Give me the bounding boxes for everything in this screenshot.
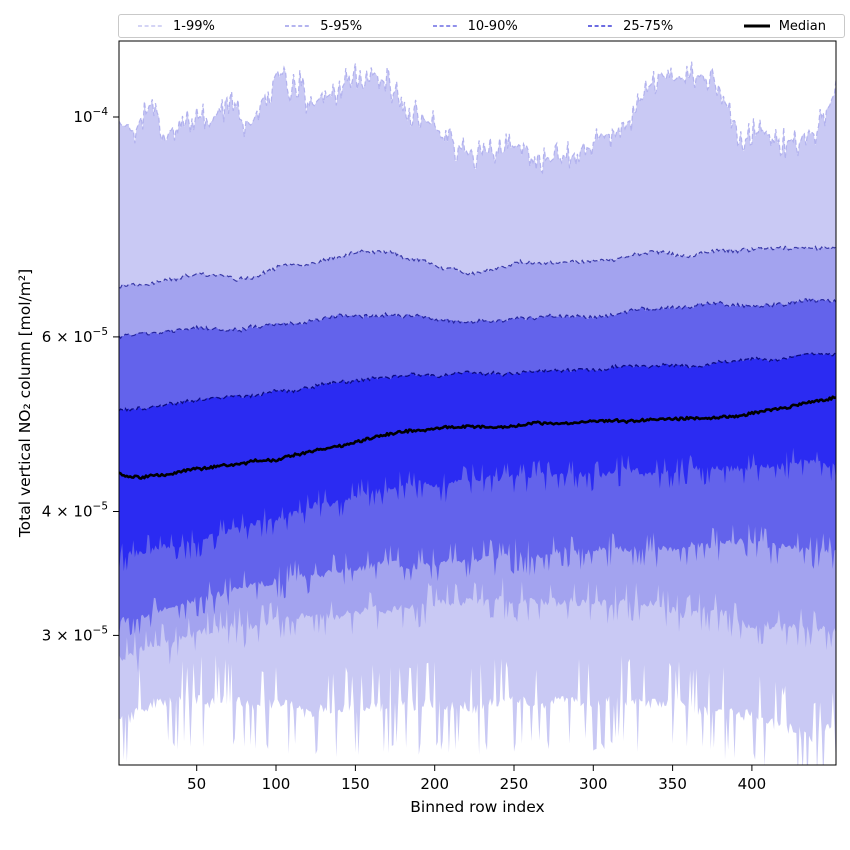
x-tick-label: 300: [579, 775, 608, 793]
x-axis-label: Binned row index: [410, 798, 545, 816]
x-tick-label: 400: [738, 775, 767, 793]
x-tick-label: 50: [187, 775, 206, 793]
x-tick-label: 150: [341, 775, 370, 793]
x-tick-label: 200: [420, 775, 449, 793]
legend-item-25-75: 25-75%: [587, 20, 673, 33]
y-tick-label: 3 × 10−5: [42, 624, 108, 644]
legend-item-5-95: 5-95%: [284, 20, 362, 33]
edge-line-p90: [119, 297, 836, 340]
y-tick-label: 4 × 10−5: [42, 501, 108, 521]
legend-label-median: Median: [778, 18, 826, 34]
edge-line-p99: [119, 61, 836, 175]
edge-line-p75: [119, 351, 836, 412]
legend-line-25-75-icon: [588, 25, 615, 27]
y-tick-label: 6 × 10−5: [42, 326, 108, 346]
x-tick-label: 250: [500, 775, 529, 793]
legend-line-10-90-icon: [432, 25, 459, 27]
median-line: [119, 395, 836, 480]
x-tick-label: 350: [658, 775, 687, 793]
x-tick-label: 100: [262, 775, 291, 793]
legend-item-median: Median: [743, 20, 826, 33]
legend-line-1-99-icon: [138, 25, 164, 27]
legend-label-25-75: 25-75%: [623, 18, 674, 34]
axes-frame: [118, 40, 837, 766]
plot-layers: [119, 61, 836, 765]
legend-line-5-95-icon: [285, 25, 312, 27]
legend-label-5-95: 5-95%: [320, 18, 363, 34]
legend-label-10-90: 10-90%: [467, 18, 518, 34]
y-axis-label: Total vertical NO₂ column [mol/m²]: [16, 268, 34, 538]
legend-line-median-icon: [743, 24, 770, 28]
legend-item-10-90: 10-90%: [432, 20, 518, 33]
edge-line-p95: [119, 245, 836, 289]
legend-label-1-99: 1-99%: [173, 18, 215, 34]
legend: 1-99% 5-95% 10-90% 25-75% Median: [118, 14, 845, 38]
legend-item-1-99: 1-99%: [137, 20, 215, 33]
band-fill-25-75%: [119, 352, 836, 574]
y-tick-label: 10−4: [73, 106, 108, 126]
